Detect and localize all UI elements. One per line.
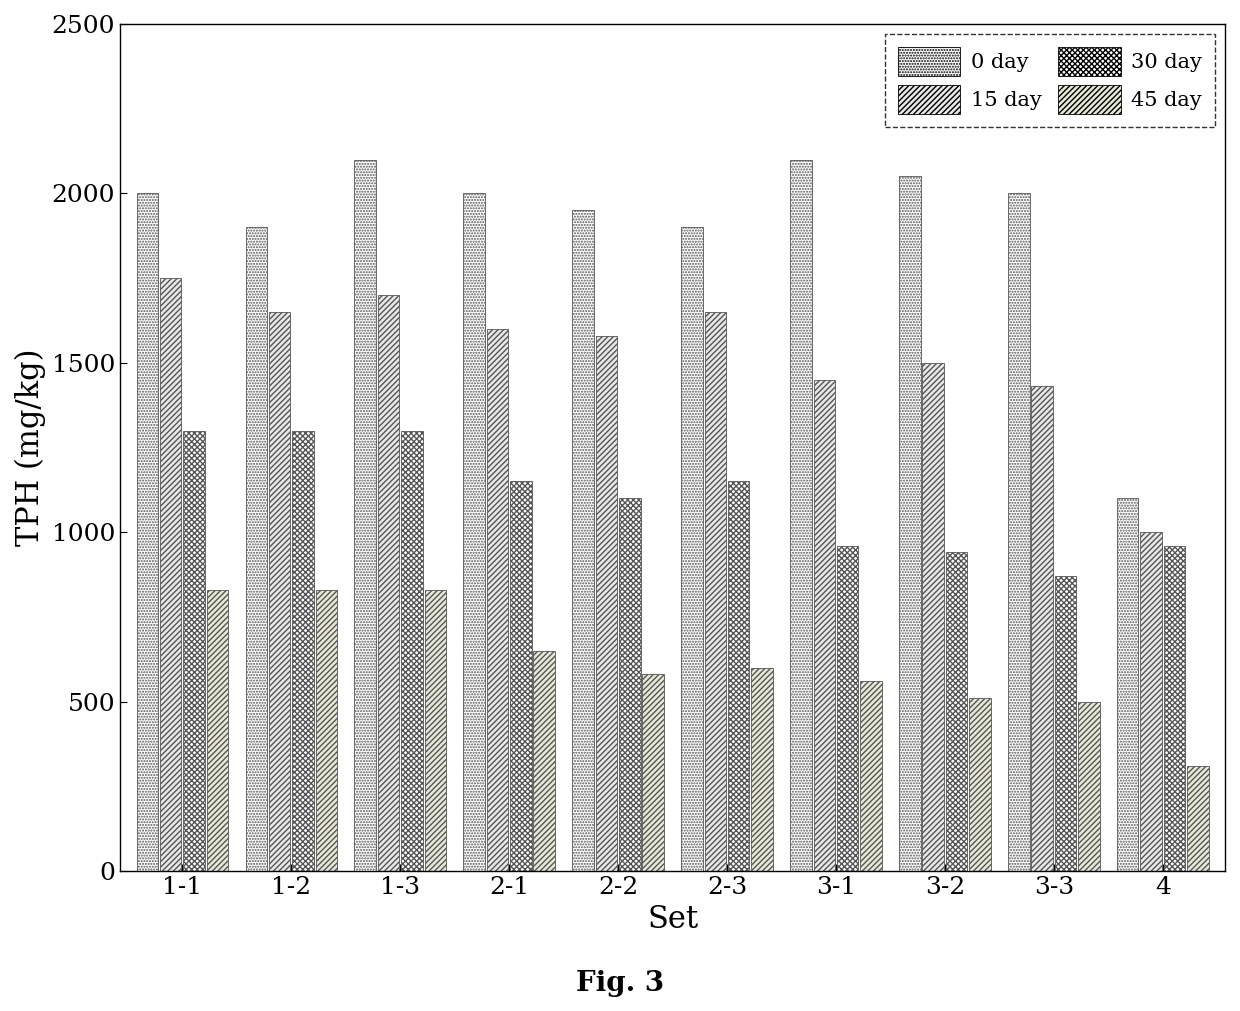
Bar [1032, 386, 1053, 870]
Bar [160, 278, 181, 870]
Text: Fig. 3: Fig. 3 [575, 970, 665, 997]
Bar [681, 227, 703, 870]
Bar [790, 160, 812, 870]
Bar [1187, 766, 1209, 870]
Bar [136, 193, 159, 870]
Bar [923, 363, 944, 870]
X-axis label: Set: Set [647, 905, 698, 935]
Bar [1141, 532, 1162, 870]
Bar [184, 431, 205, 870]
Bar [1163, 546, 1185, 870]
Bar [464, 193, 485, 870]
Bar [207, 589, 228, 870]
Bar [1055, 576, 1076, 870]
Legend: 0 day, 15 day, 30 day, 45 day: 0 day, 15 day, 30 day, 45 day [885, 34, 1215, 126]
Bar [946, 552, 967, 870]
Bar [355, 160, 376, 870]
Bar [899, 177, 920, 870]
Bar [728, 481, 749, 870]
Bar [1117, 498, 1138, 870]
Bar [269, 312, 290, 870]
Bar [378, 295, 399, 870]
Bar [402, 431, 423, 870]
Bar [573, 210, 594, 870]
Bar [751, 667, 773, 870]
Bar [1008, 193, 1029, 870]
Bar [861, 681, 882, 870]
Bar [533, 651, 556, 870]
Bar [642, 674, 663, 870]
Bar [813, 380, 835, 870]
Bar [970, 699, 991, 870]
Bar [619, 498, 641, 870]
Bar [424, 589, 446, 870]
Bar [487, 329, 508, 870]
Bar [837, 546, 858, 870]
Bar [704, 312, 727, 870]
Bar [595, 336, 618, 870]
Bar [510, 481, 532, 870]
Bar [1078, 702, 1100, 870]
Bar [293, 431, 314, 870]
Bar [246, 227, 267, 870]
Bar [316, 589, 337, 870]
Y-axis label: TPH (mg/kg): TPH (mg/kg) [15, 349, 46, 546]
